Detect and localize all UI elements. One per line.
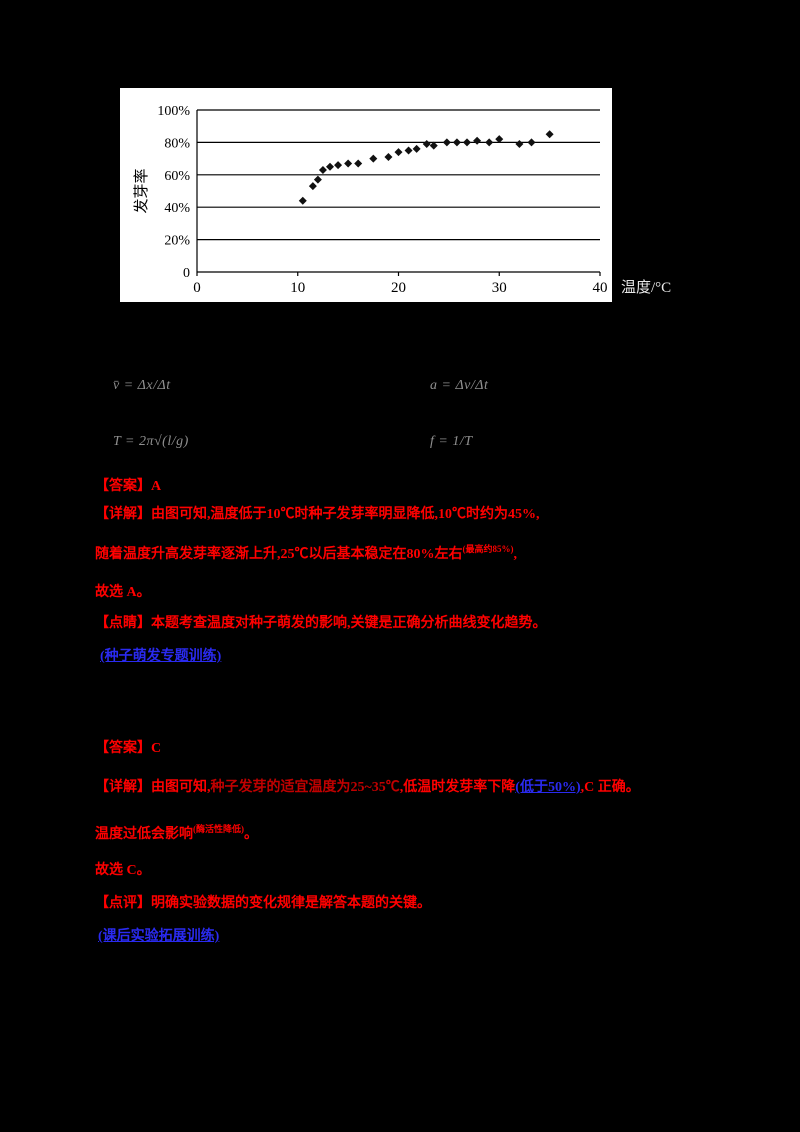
solution2-detail-line1: 【详解】由图可知,种子发芽的适宜温度为25~35℃,低温时发芽率下降(低于50%… — [95, 780, 640, 796]
solution2-detail-c: ,低温时发芽率下降 — [399, 780, 516, 795]
data-point — [298, 196, 307, 205]
y-tick-label: 60% — [164, 169, 190, 184]
formula-bottom-right: f = 1/T — [430, 434, 473, 449]
y-tick-label: 100% — [157, 104, 190, 119]
data-point — [495, 135, 504, 144]
data-point — [354, 159, 363, 168]
solution1-tip: 【点睛】本题考查温度对种子萌发的影响,关键是正确分析曲线变化趋势。 — [95, 616, 547, 631]
x-tick-label: 40 — [593, 280, 608, 296]
data-point — [527, 138, 536, 147]
data-point — [422, 140, 431, 149]
y-tick-label: 20% — [164, 234, 190, 249]
data-point — [485, 138, 494, 147]
data-point — [384, 152, 393, 161]
solution1-detail-line2: 随着温度升高发芽率逐渐上升,25℃以后基本稳定在80%左右(最高约85%), — [95, 544, 517, 563]
solution2-detail-d[interactable]: (低于50%) — [515, 780, 581, 795]
formula-top-right: a = Δv/Δt — [430, 378, 489, 393]
solution1-detail-line1: 【详解】由图可知,温度低于10℃时种子发芽率明显降低,10℃时约为45%, — [95, 507, 540, 523]
solution1-detail2a: 随着温度升高发芽率逐渐上升,25℃以后基本稳定在80%左右 — [95, 547, 463, 562]
solution2-choose: 故选 C。 — [95, 863, 151, 878]
solution2-link[interactable]: (课后实验拓展训练) — [98, 929, 220, 944]
solution1-detail2-superscript: (最高约85%) — [462, 544, 514, 554]
solution2-answer: 【答案】C — [95, 741, 162, 756]
data-point — [412, 144, 421, 153]
solution2-detail-b: 种子发芽的适宜温度为25~35℃ — [210, 780, 400, 795]
formula-bottom-left: T = 2π√(l/g) — [113, 434, 189, 449]
x-tick-label: 10 — [290, 280, 305, 296]
data-point — [334, 161, 343, 170]
y-tick-label: 80% — [164, 136, 190, 151]
solution2-line3a: 温度过低会影响 — [95, 827, 193, 842]
y-tick-label: 0 — [183, 266, 190, 281]
data-point — [473, 136, 482, 145]
solution2-line3-superscript: (酶活性降低) — [193, 824, 244, 834]
solution1-link[interactable]: (种子萌发专题训练) — [100, 649, 222, 664]
solution2-detail-a: 【详解】由图可知, — [95, 780, 211, 795]
solution1-choose: 故选 A。 — [95, 585, 151, 600]
germination-chart: 0 20% 40% 60% 80% 100% 0 10 20 30 40 发芽率 — [133, 104, 608, 296]
solution2-detail-line2: 温度过低会影响(酶活性降低)。 — [95, 824, 258, 843]
solution2-tip: 【点评】明确实验数据的变化规律是解答本题的关键。 — [95, 896, 431, 911]
data-point — [325, 162, 334, 171]
data-point — [308, 182, 317, 191]
solution1-detail1: 【详解】由图可知,温度低于10℃时种子发芽率明显降低,10℃时约为45%, — [95, 507, 540, 522]
data-point — [442, 138, 451, 147]
data-point — [394, 148, 403, 157]
x-tick-label: 20 — [391, 280, 406, 296]
data-point — [429, 141, 438, 150]
data-point — [404, 146, 413, 155]
x-tick-label: 0 — [193, 280, 201, 296]
data-point — [452, 138, 461, 147]
data-point — [313, 175, 322, 184]
y-tick-label: 40% — [164, 201, 190, 216]
germination-chart-box: 0 20% 40% 60% 80% 100% 0 10 20 30 40 发芽率 — [120, 88, 612, 302]
data-point — [515, 140, 524, 149]
solution1-detail2b: , — [513, 547, 518, 562]
data-point — [344, 159, 353, 168]
formula-top-left: v̄ = Δx/Δt — [113, 378, 171, 393]
x-axis-label: 温度/°C — [621, 280, 672, 296]
y-axis-title: 发芽率 — [133, 168, 150, 213]
data-point — [369, 154, 378, 163]
solution2-line3b: 。 — [244, 827, 258, 842]
data-point — [463, 138, 472, 147]
data-point — [545, 130, 554, 139]
solution2-detail-e: ,C 正确。 — [580, 780, 640, 795]
data-point — [318, 165, 327, 174]
x-tick-label: 30 — [492, 280, 507, 296]
solution1-answer: 【答案】A — [95, 479, 162, 494]
